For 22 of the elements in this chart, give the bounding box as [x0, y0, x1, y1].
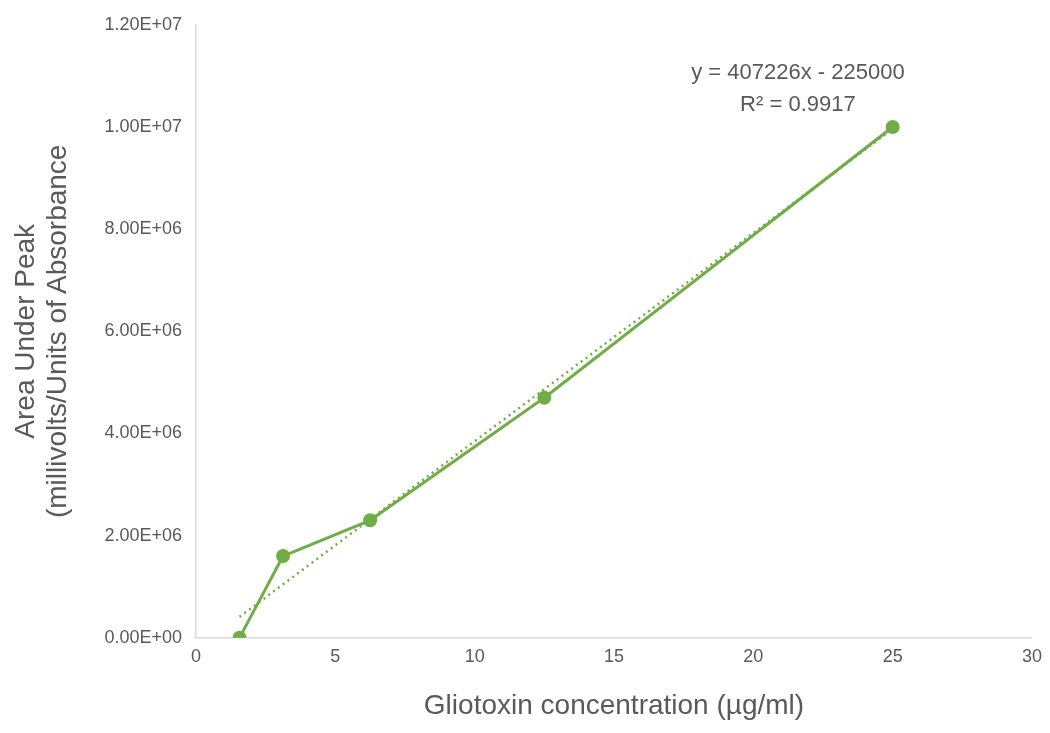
- x-tick-label: 0: [190, 645, 201, 666]
- x-tick-label: 20: [743, 645, 764, 666]
- y-tick-label: 6.00E+06: [104, 320, 182, 341]
- x-axis-title: Gliotoxin concentration (µg/ml): [423, 688, 805, 720]
- point: [276, 549, 291, 564]
- x-tick-label: 15: [603, 645, 624, 666]
- point: [363, 513, 378, 528]
- annotation: R² = 0.9917: [740, 90, 856, 116]
- annotation: y = 407226x - 225000: [691, 58, 905, 84]
- x-tick-label: 5: [330, 645, 341, 666]
- point: [885, 119, 900, 134]
- point: [537, 390, 552, 405]
- y-axis-title: Area Under Peak (millivolts/Units of Absorbance: [8, 144, 73, 519]
- y-tick-label: 1.00E+07: [104, 115, 182, 136]
- y-tick-label: 0.00E+00: [104, 626, 182, 647]
- y-tick-label: 8.00E+06: [104, 218, 182, 239]
- y-tick-label: 1.20E+07: [104, 13, 182, 34]
- y-tick-label: 4.00E+06: [104, 422, 182, 443]
- x-tick-label: 30: [1021, 645, 1042, 666]
- x-tick-label: 25: [882, 645, 903, 666]
- x-tick-label: 10: [464, 645, 485, 666]
- y-tick-label: 2.00E+06: [104, 524, 182, 545]
